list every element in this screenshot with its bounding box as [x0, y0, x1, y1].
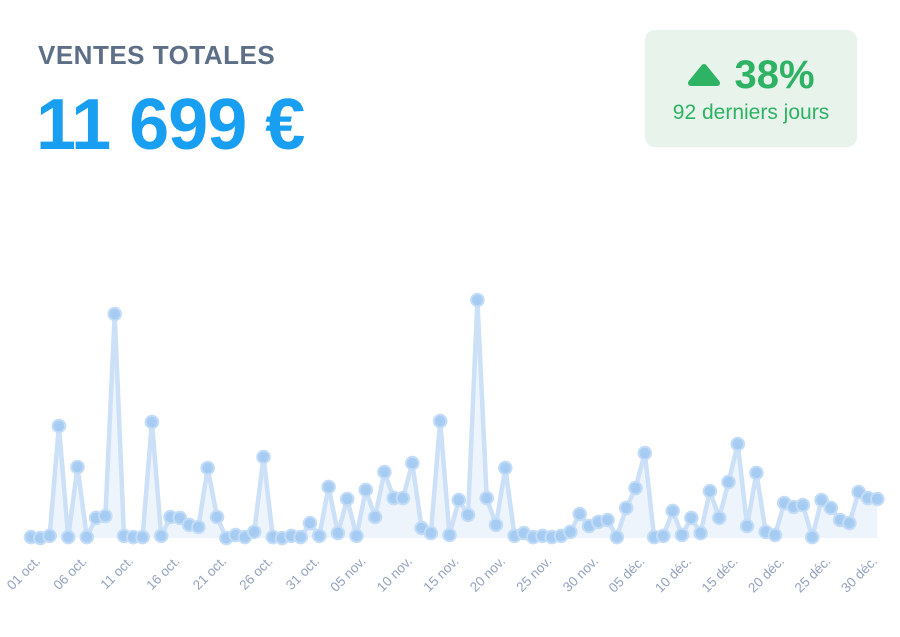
x-axis-label: 20 nov.: [467, 554, 508, 595]
trend-up-triangle-icon: [687, 63, 721, 87]
data-point[interactable]: [628, 480, 643, 496]
data-point[interactable]: [460, 507, 476, 523]
data-point[interactable]: [377, 464, 392, 480]
data-point[interactable]: [51, 418, 67, 434]
data-point[interactable]: [200, 460, 215, 476]
data-point[interactable]: [814, 492, 829, 508]
trend-period: 92 derniers jours: [672, 100, 830, 124]
data-point[interactable]: [153, 528, 169, 544]
data-point[interactable]: [191, 519, 206, 535]
x-axis-label: 05 nov.: [327, 554, 368, 595]
data-point[interactable]: [684, 510, 699, 526]
trend-row: 38%: [687, 52, 815, 98]
x-axis-label: 15 nov.: [420, 554, 461, 595]
data-point[interactable]: [339, 491, 355, 507]
data-point[interactable]: [665, 503, 681, 519]
data-point[interactable]: [79, 529, 95, 545]
data-point[interactable]: [330, 525, 346, 541]
x-axis-label: 01 oct.: [4, 554, 43, 593]
data-point[interactable]: [749, 465, 764, 481]
x-axis-label: 25 nov.: [513, 554, 554, 595]
x-axis-label: 26 oct.: [236, 554, 275, 593]
x-axis-label: 31 oct.: [283, 554, 322, 593]
data-point[interactable]: [711, 510, 727, 526]
trend-badge: 38% 92 derniers jours: [645, 30, 857, 147]
data-point[interactable]: [739, 518, 755, 534]
data-point[interactable]: [423, 525, 439, 541]
data-point[interactable]: [823, 500, 839, 516]
x-axis-label: 10 déc.: [652, 554, 694, 596]
x-axis-label: 30 déc.: [838, 554, 880, 596]
data-point[interactable]: [563, 524, 578, 540]
data-point[interactable]: [451, 492, 467, 508]
data-point[interactable]: [321, 479, 336, 495]
data-point[interactable]: [144, 414, 160, 430]
data-point[interactable]: [730, 436, 746, 452]
x-axis-label: 06 oct.: [50, 554, 89, 593]
data-point[interactable]: [107, 306, 122, 322]
data-point[interactable]: [70, 459, 85, 475]
data-point[interactable]: [405, 455, 420, 471]
data-point[interactable]: [135, 529, 150, 545]
total-amount: 11 699 €: [36, 85, 305, 165]
data-point[interactable]: [367, 509, 383, 525]
data-point[interactable]: [572, 506, 588, 522]
data-point[interactable]: [349, 528, 364, 544]
data-point[interactable]: [618, 500, 634, 516]
data-point[interactable]: [600, 512, 615, 528]
data-point[interactable]: [479, 490, 495, 506]
x-axis-label: 05 déc.: [606, 554, 648, 596]
data-point[interactable]: [637, 445, 653, 461]
x-axis-label: 15 déc.: [699, 554, 741, 596]
data-point[interactable]: [358, 482, 374, 498]
data-point[interactable]: [609, 529, 625, 545]
x-axis-label: 16 oct.: [143, 554, 182, 593]
x-axis-label: 25 déc.: [792, 554, 834, 596]
x-axis-label: 20 déc.: [745, 554, 787, 596]
data-point[interactable]: [209, 509, 225, 525]
data-point[interactable]: [98, 508, 113, 524]
x-axis-label: 21 oct.: [190, 554, 229, 593]
data-point[interactable]: [795, 497, 811, 513]
data-point[interactable]: [246, 524, 262, 540]
data-point[interactable]: [302, 515, 318, 531]
data-point[interactable]: [870, 491, 885, 507]
data-point[interactable]: [470, 292, 485, 308]
page-title: VENTES TOTALES: [38, 40, 276, 70]
data-point[interactable]: [395, 490, 411, 506]
data-point[interactable]: [432, 413, 448, 429]
data-point[interactable]: [842, 515, 857, 531]
data-point[interactable]: [312, 528, 327, 544]
data-point[interactable]: [804, 529, 820, 545]
data-point[interactable]: [656, 528, 671, 544]
trend-percent: 38%: [734, 52, 815, 97]
data-point[interactable]: [293, 529, 309, 545]
data-point[interactable]: [702, 483, 718, 499]
data-point[interactable]: [442, 527, 457, 543]
x-axis-label: 11 oct.: [98, 554, 137, 593]
data-point[interactable]: [256, 449, 271, 465]
data-point[interactable]: [767, 527, 783, 543]
x-axis-label: 30 nov.: [560, 554, 601, 595]
data-point[interactable]: [488, 517, 504, 533]
data-point[interactable]: [60, 529, 76, 545]
x-axis-label: 10 nov.: [374, 554, 415, 595]
data-point[interactable]: [721, 474, 736, 490]
data-point[interactable]: [498, 460, 513, 476]
data-point[interactable]: [693, 525, 708, 541]
data-point[interactable]: [674, 527, 690, 543]
data-point[interactable]: [42, 528, 57, 544]
